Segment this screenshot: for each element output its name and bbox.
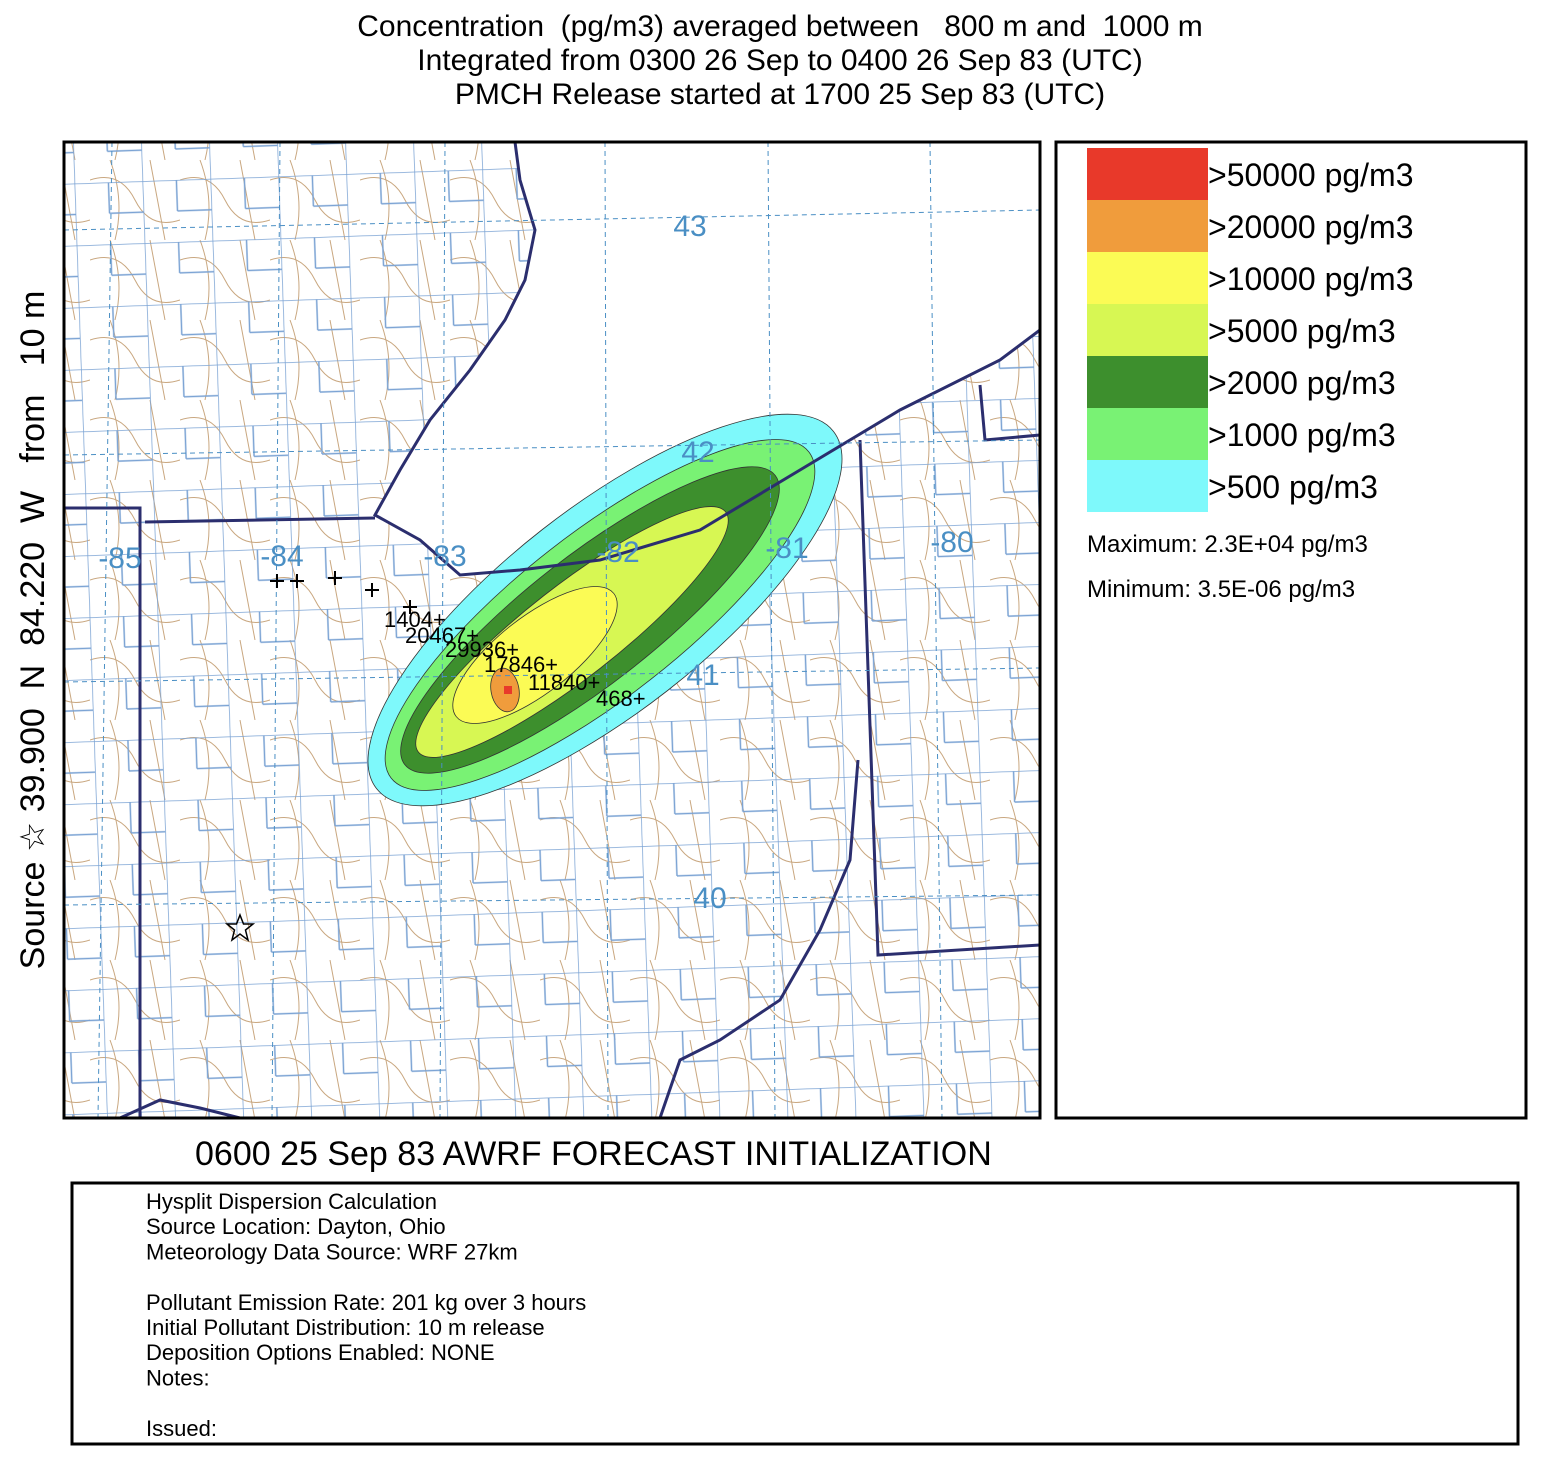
legend-label: >5000 pg/m3	[1208, 313, 1396, 349]
sampler-label: 17846+	[484, 652, 558, 677]
legend-swatch	[1087, 408, 1208, 460]
title-line: Concentration (pg/m3) averaged between 8…	[357, 10, 1203, 43]
longitude-label: -85	[98, 542, 141, 575]
legend-swatch	[1087, 148, 1208, 200]
info-line: Source Location: Dayton, Ohio	[146, 1214, 446, 1239]
info-line: Initial Pollutant Distribution: 10 m rel…	[146, 1315, 545, 1340]
sampler-label: 1404+	[384, 607, 446, 632]
map-labels: -85 -84 -83 -82 -81 -80 43 42 41 40 1404+20467+299…	[98, 210, 973, 915]
longitude-label: -80	[930, 526, 973, 559]
legend-frame	[1054, 140, 1528, 1120]
legend-swatch	[1087, 252, 1208, 304]
info-line: Pollutant Emission Rate: 201 kg over 3 h…	[146, 1290, 586, 1315]
latitude-label: 40	[693, 882, 726, 915]
state-borders	[64, 142, 1040, 1118]
longitude-label: -81	[765, 532, 808, 565]
legend: >50000 pg/m3 >20000 pg/m3 >10000 pg/m3 >500…	[1087, 148, 1414, 603]
legend-label: >1000 pg/m3	[1208, 417, 1396, 453]
map-frame	[62, 140, 1042, 1120]
longitude-label: -82	[596, 536, 639, 569]
minimum: Minimum: 3.5E-06 pg/m3	[1087, 576, 1355, 603]
legend-swatch	[1087, 356, 1208, 408]
title-line: Integrated from 0300 26 Sep to 0400 26 S…	[417, 44, 1142, 77]
sampler-label: 468+	[596, 686, 646, 711]
longitude-label: -84	[260, 540, 303, 573]
sampler-label: 20467+	[405, 623, 479, 648]
source-label: Source ☆ 39.900 N 84.220 W from 10 m	[14, 291, 52, 970]
legend-label: >20000 pg/m3	[1208, 209, 1414, 245]
legend-swatch	[1087, 460, 1208, 512]
footer: 0600 25 Sep 83 AWRF FORECAST INITIALIZAT…	[195, 1135, 992, 1173]
maximum: Maximum: 2.3E+04 pg/m3	[1087, 531, 1368, 558]
info-line: Issued:	[146, 1416, 217, 1441]
info-line: Notes:	[146, 1365, 210, 1390]
legend-label: >500 pg/m3	[1208, 469, 1378, 505]
info-frame	[70, 1181, 1520, 1446]
sampler-markers	[270, 571, 417, 614]
latitude-label: 42	[681, 436, 714, 469]
graticule	[64, 142, 1040, 1118]
sampler-label: 11840+	[528, 670, 600, 695]
info-line: Meteorology Data Source: WRF 27km	[146, 1239, 518, 1264]
info-line: Deposition Options Enabled: NONE	[146, 1340, 495, 1365]
info-line: Hysplit Dispersion Calculation	[146, 1189, 437, 1214]
map: -85 -84 -83 -82 -81 -80 43 42 41 40 1404+20467+299…	[64, 142, 1040, 1118]
sampler-label: 29936+	[445, 637, 519, 662]
legend-swatch	[1087, 200, 1208, 252]
longitude-label: -83	[423, 540, 466, 573]
lakes	[375, 142, 1040, 575]
title-block: Concentration (pg/m3) averaged between 8…	[357, 10, 1203, 111]
latitude-label: 43	[673, 210, 706, 243]
legend-label: >10000 pg/m3	[1208, 261, 1414, 297]
title-line: PMCH Release started at 1700 25 Sep 83 (…	[455, 78, 1105, 111]
legend-label: >2000 pg/m3	[1208, 365, 1396, 401]
latitude-label: 41	[686, 659, 719, 692]
contour	[504, 686, 512, 694]
legend-swatch	[1087, 304, 1208, 356]
legend-label: >50000 pg/m3	[1208, 157, 1414, 193]
source-star	[224, 912, 256, 942]
